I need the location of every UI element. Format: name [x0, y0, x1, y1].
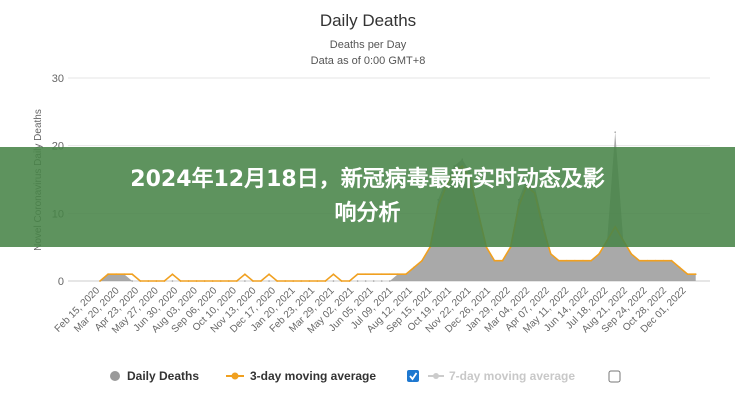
legend-daily-deaths-marker [110, 371, 120, 381]
avg3-point [284, 280, 286, 282]
avg3-point [678, 266, 681, 269]
legend-daily-deaths[interactable]: Daily Deaths [127, 369, 199, 383]
avg3-point [582, 259, 584, 262]
avg3-point [364, 273, 367, 276]
avg3-point [630, 253, 633, 255]
avg3-point [638, 259, 641, 262]
avg3-point [292, 280, 295, 282]
avg3-point [260, 280, 262, 282]
avg3-point [566, 259, 568, 262]
daily-deaths-point [356, 280, 359, 282]
avg3-point [413, 266, 415, 269]
avg3-point [131, 273, 133, 276]
headline-line-2: 响分析 [334, 201, 401, 226]
avg3-point [99, 280, 101, 282]
avg3-point [268, 273, 270, 276]
avg3-point [123, 273, 125, 276]
checkbox-3day-average[interactable] [407, 370, 419, 382]
headline-line-1: 2024年12月18日，新冠病毒最新实时动态及影 [130, 167, 605, 192]
avg3-point [340, 280, 343, 282]
avg3-point [356, 273, 359, 276]
legend-7day-marker [433, 373, 439, 379]
avg3-point [308, 280, 311, 282]
avg3-point [236, 280, 238, 282]
daily-deaths-point [244, 280, 246, 282]
legend-3day-marker [231, 372, 239, 380]
avg3-point [107, 273, 109, 276]
avg3-point [115, 273, 117, 276]
avg3-point [405, 273, 407, 276]
legend-3day-average[interactable]: 3-day moving average [250, 369, 376, 383]
chart-title: Daily Deaths [320, 11, 416, 30]
avg3-point [662, 259, 665, 262]
avg3-point [574, 259, 576, 262]
avg3-point [203, 280, 206, 282]
avg3-point [147, 280, 150, 282]
chart-subtitle-2: Data as of 0:00 GMT+8 [311, 55, 426, 67]
avg3-point [300, 280, 303, 282]
checkbox-7day-average[interactable] [608, 370, 621, 383]
avg3-point [590, 259, 592, 262]
chart-subtitle: Deaths per Day [330, 39, 407, 51]
avg3-point [228, 280, 230, 282]
avg3-point [139, 280, 142, 282]
avg3-point [550, 253, 552, 255]
avg3-point [195, 280, 198, 282]
avg3-point [670, 259, 673, 262]
avg3-point [219, 280, 222, 282]
avg3-point [163, 280, 166, 282]
avg3-point [244, 273, 246, 276]
avg3-point [694, 273, 697, 276]
avg3-point [493, 259, 496, 262]
check-icon [409, 372, 418, 381]
y-tick-label: 30 [52, 73, 64, 85]
avg3-point [598, 253, 600, 255]
avg3-point [372, 273, 375, 276]
daily-deaths-point [171, 280, 174, 282]
avg3-point [421, 259, 423, 262]
avg3-point [211, 280, 214, 282]
avg3-point [389, 273, 391, 276]
daily-deaths-point [372, 280, 375, 282]
avg3-point [316, 280, 319, 282]
daily-deaths-point [389, 280, 391, 282]
legend-7day-average[interactable]: 7-day moving average [449, 369, 575, 383]
avg3-point [276, 280, 278, 282]
avg3-point [654, 259, 657, 262]
avg3-point [155, 280, 158, 282]
daily-deaths-point [268, 280, 270, 282]
avg3-point [501, 259, 504, 262]
daily-deaths-point [614, 131, 616, 133]
avg3-point [558, 259, 560, 262]
legend: Daily Deaths 3-day moving average 7-day … [110, 369, 621, 383]
avg3-point [171, 273, 174, 276]
daily-deaths-point [364, 280, 367, 282]
daily-deaths-point [131, 280, 133, 282]
avg3-point [646, 259, 649, 262]
headline-banner: 2024年12月18日，新冠病毒最新实时动态及影 响分析 [0, 147, 735, 247]
avg3-point [187, 280, 190, 282]
avg3-point [686, 273, 689, 276]
avg3-point [332, 273, 335, 276]
y-tick-label: 0 [58, 276, 64, 288]
avg3-point [348, 280, 351, 282]
avg3-point [380, 273, 383, 276]
avg3-point [397, 273, 399, 276]
daily-deaths-point [380, 280, 383, 282]
daily-deaths-point [332, 280, 335, 282]
avg3-point [324, 280, 327, 282]
avg3-point [252, 280, 254, 282]
avg3-point [179, 280, 182, 282]
